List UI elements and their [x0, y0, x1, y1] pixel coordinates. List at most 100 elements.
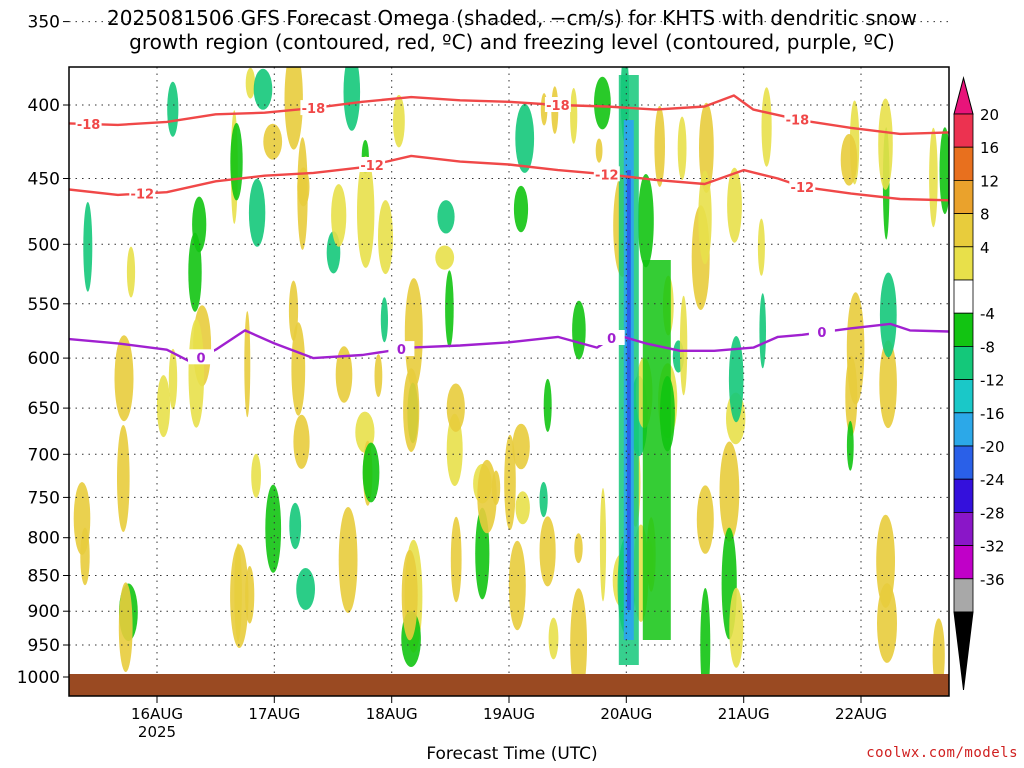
colorbar-bin	[953, 478, 974, 513]
omega-blob	[357, 156, 375, 268]
omega-blob	[338, 507, 358, 613]
omega-blob	[291, 322, 306, 416]
omega-blob	[230, 123, 243, 201]
x-axis-label: Forecast Time (UTC)	[426, 744, 598, 764]
y-tick-label: 400	[28, 96, 60, 116]
colorbar-label: -28	[980, 504, 1005, 522]
x-tick-label: 21AUG	[718, 705, 770, 723]
colorbar-label: 8	[980, 206, 990, 224]
omega-blob	[253, 68, 273, 110]
colorbar-label: -20	[980, 438, 1005, 456]
contour-label-bg	[300, 100, 327, 116]
y-tick-label: 850	[28, 567, 60, 587]
omega-blob	[380, 297, 388, 343]
y-tick-label: 950	[28, 636, 60, 656]
contour-label: 0	[397, 343, 406, 358]
contour-label: -12	[595, 168, 619, 183]
colorbar-bin	[953, 445, 974, 480]
omega-blob	[508, 540, 526, 631]
omega-blob	[296, 568, 315, 610]
omega-blob	[539, 516, 556, 587]
omega-blob	[437, 200, 455, 234]
contour-label: 0	[607, 332, 616, 347]
y-tick-label: 1000	[17, 668, 60, 688]
contour-label: -18	[77, 118, 101, 133]
omega-blob	[572, 300, 586, 360]
title-line-1: 2025081506 GFS Forecast Omega (shaded, −…	[107, 6, 917, 30]
colorbar-label: 12	[980, 172, 999, 190]
contour-label-bg	[784, 111, 811, 127]
colorbar-bin	[953, 512, 974, 547]
omega-blob	[374, 354, 383, 398]
omega-blob	[677, 116, 687, 180]
colorbar-bin	[953, 213, 974, 248]
contour--18	[69, 94, 949, 136]
omega-blob	[192, 196, 207, 253]
colorbar-bin	[953, 113, 974, 148]
x-tick-label: 19AUG	[483, 705, 535, 723]
chart-title: 2025081506 GFS Forecast Omega (shaded, −…	[0, 6, 1024, 54]
y-tick-label: 350	[28, 13, 60, 33]
omega-blob	[879, 272, 897, 358]
omega-blob	[878, 98, 893, 190]
omega-blob	[188, 232, 202, 312]
omega-blob	[698, 170, 712, 265]
y-tick-label: 550	[28, 295, 60, 315]
omega-blob	[939, 127, 949, 215]
omega-blob	[548, 617, 559, 660]
colorbar-label: -8	[980, 338, 995, 356]
omega-blob	[401, 549, 418, 641]
omega-blob	[355, 411, 375, 453]
omega-blob	[512, 423, 530, 470]
omega-blob	[245, 67, 256, 99]
colorbar-label: -16	[980, 405, 1005, 423]
omega-blob	[343, 67, 361, 131]
omega-column-right	[642, 260, 671, 640]
colorbar-bin	[953, 246, 974, 281]
contour-labels: -18 -18 -18 -18 -12 -12 -12 -12 0 0 0 0	[75, 97, 835, 366]
colorbar-label: -4	[980, 305, 995, 323]
contour-label-bg	[598, 330, 625, 345]
omega-blob	[265, 484, 282, 573]
ground-layer	[69, 674, 949, 696]
omega-blob	[168, 348, 178, 410]
x-tick-label: 18AUG	[366, 705, 418, 723]
omega-blob	[846, 420, 854, 471]
x-tick-label: 22AUG	[835, 705, 887, 723]
contour-0	[69, 322, 949, 364]
omega-blob	[599, 488, 607, 602]
omega-blob	[446, 413, 463, 486]
omega-blob	[167, 81, 179, 137]
omega-blob	[719, 441, 740, 542]
omega-blob	[757, 218, 765, 276]
colorbar-bin	[953, 545, 974, 580]
omega-blob	[879, 340, 897, 429]
omega-blob	[574, 533, 583, 564]
omega-blob	[156, 375, 171, 438]
omega-blob	[638, 174, 654, 268]
colorbar-bin	[953, 179, 974, 214]
contour-label: 0	[817, 326, 826, 341]
contour-label-bg	[188, 349, 214, 365]
omega-blob	[244, 311, 251, 418]
colorbar-bin	[953, 412, 974, 447]
omega-blob	[117, 425, 130, 532]
omega-blob	[932, 618, 945, 692]
omega-blob	[696, 485, 714, 554]
contour-label: -18	[302, 102, 326, 117]
colorbar-bin	[953, 379, 974, 414]
y-tick-label: 650	[28, 399, 60, 419]
colorbar: 20 16 12 8 4 -4 -8 -12 -16 -20 -24 -28 -32 -36	[953, 76, 1005, 691]
omega-blob	[289, 502, 302, 550]
omega-blob	[126, 246, 136, 298]
omega-blob	[846, 292, 865, 405]
contour-label-bg	[129, 185, 156, 201]
omega-blob	[404, 278, 423, 389]
contour-label: -12	[360, 159, 384, 174]
omega-blob	[118, 582, 133, 672]
contour-label-bg	[75, 116, 102, 131]
colorbar-label: 16	[980, 139, 999, 157]
colorbar-label: -32	[980, 538, 1005, 556]
